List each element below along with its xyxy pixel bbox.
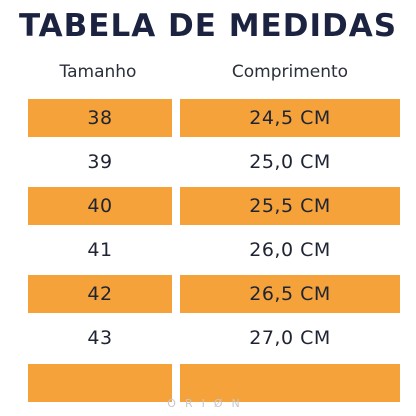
table-row: 40 25,5 CM <box>28 187 400 230</box>
size-cell: 38 <box>28 99 172 137</box>
length-cell: 24,5 CM <box>180 99 400 137</box>
size-cell: 41 <box>87 239 113 262</box>
length-cell: 26,0 CM <box>249 239 331 262</box>
column-header-size: Tamanho <box>59 62 137 82</box>
size-cell: 40 <box>28 187 172 226</box>
length-cell: 25,5 CM <box>180 187 400 226</box>
page-title: TABELA DE MEDIDAS <box>18 8 398 44</box>
table-row: 38 24,5 CM <box>28 99 400 142</box>
size-table: 38 24,5 CM 39 25,0 CM 40 25,5 CM 41 26,0… <box>28 99 400 408</box>
size-cell <box>28 363 172 402</box>
table-row: 41 26,0 CM <box>28 231 400 274</box>
size-cell: 39 <box>87 151 113 174</box>
table-row: 39 25,0 CM <box>28 143 400 186</box>
size-cell: 43 <box>87 327 113 350</box>
length-cell <box>180 363 400 402</box>
length-cell: 26,5 CM <box>180 275 400 314</box>
size-cell: 42 <box>28 275 172 314</box>
length-cell: 27,0 CM <box>249 327 331 350</box>
brand-watermark: ORIØN <box>167 397 249 410</box>
length-cell: 25,0 CM <box>249 151 331 174</box>
column-header-length: Comprimento <box>231 62 349 82</box>
table-row: 42 26,5 CM <box>28 275 400 318</box>
table-row <box>28 363 400 407</box>
table-row: 43 27,0 CM <box>28 319 400 362</box>
